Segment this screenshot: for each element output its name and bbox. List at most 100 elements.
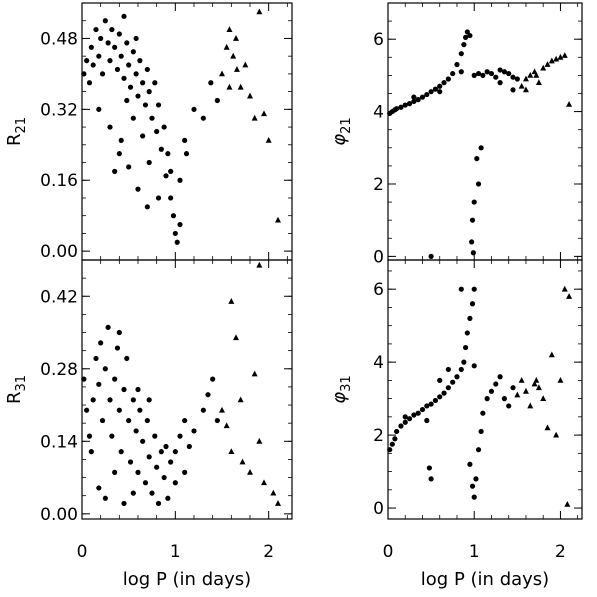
x-tick-label: 0	[77, 542, 88, 562]
data-point-circle	[124, 40, 130, 46]
data-point-circle	[497, 374, 503, 380]
data-point-circle	[146, 159, 152, 166]
data-point-circle	[93, 26, 99, 33]
data-point-circle	[84, 58, 90, 64]
data-point-circle	[112, 469, 118, 475]
y-tick-label: 2	[373, 175, 384, 195]
data-point-circle	[135, 469, 141, 475]
data-point-circle	[90, 397, 96, 403]
data-point-circle	[475, 447, 482, 453]
data-point-circle	[445, 366, 451, 373]
data-point-triangle	[561, 285, 568, 292]
data-point-circle	[464, 29, 470, 35]
data-point-circle	[112, 44, 118, 50]
data-point-circle	[458, 51, 464, 57]
panel-2: 0.00 0.14 0.28 0.42 0 1 2 log P (in days) R31	[4, 259, 293, 590]
y-tick-label: 2	[373, 426, 384, 446]
data-point-circle	[146, 454, 152, 460]
data-point-triangle	[219, 406, 225, 413]
y-tick-label: 4	[373, 353, 384, 373]
data-point-triangle	[226, 83, 233, 90]
data-point-triangle	[544, 61, 551, 67]
data-point-circle	[415, 410, 421, 416]
data-point-circle	[99, 417, 106, 424]
data-point-circle	[467, 315, 473, 321]
data-point-circle	[149, 490, 155, 496]
data-point-circle	[154, 128, 160, 135]
data-point-circle	[506, 70, 512, 77]
data-point-circle	[127, 459, 134, 465]
data-point-circle	[177, 433, 183, 439]
data-point-circle	[471, 72, 477, 78]
data-point-circle	[474, 156, 480, 162]
data-point-triangle	[223, 43, 230, 50]
y-axis-label: R21	[4, 117, 29, 146]
data-point-circle	[118, 137, 124, 143]
data-point-circle	[177, 221, 183, 228]
data-point-triangle	[261, 110, 267, 117]
data-point-circle	[493, 381, 499, 387]
data-point-circle	[480, 72, 486, 78]
data-point-circle	[210, 376, 216, 382]
data-point-circle	[437, 394, 443, 400]
data-point-circle	[445, 385, 451, 391]
data-point-circle	[130, 115, 136, 121]
y-tick-label: 0	[373, 499, 384, 519]
data-point-circle	[428, 253, 434, 259]
data-point-triangle	[548, 57, 555, 64]
data-point-circle	[99, 71, 106, 77]
data-point-circle	[441, 80, 447, 86]
data-point-circle	[182, 417, 188, 424]
data-point-circle	[130, 490, 136, 496]
y-tick-label: 0.00	[40, 505, 78, 525]
data-point-circle	[432, 86, 439, 92]
data-point-triangle	[533, 376, 540, 383]
data-point-circle	[191, 106, 197, 112]
data-point-circle	[96, 381, 102, 387]
data-point-circle	[90, 62, 96, 68]
data-point-circle	[182, 469, 188, 475]
y-axis-label: φ31	[329, 375, 354, 403]
data-point-triangle	[535, 79, 542, 86]
data-point-circle	[471, 199, 477, 205]
data-point-triangle	[239, 458, 246, 465]
x-tick-label: 0	[383, 542, 394, 562]
y-tick-label: 0	[373, 247, 384, 267]
data-point-circle	[86, 80, 93, 86]
data-point-circle	[96, 106, 102, 112]
y-axis-label-base: φ	[329, 392, 350, 404]
data-point-circle	[137, 407, 143, 413]
data-point-circle	[154, 464, 160, 470]
data-point-circle	[469, 483, 476, 489]
data-point-circle	[467, 32, 473, 39]
data-point-circle	[93, 355, 99, 362]
y-axis-label-sub: 31	[14, 375, 29, 392]
data-point-circle	[155, 500, 162, 507]
data-point-circle	[172, 230, 178, 237]
data-point-circle	[107, 124, 113, 130]
data-point-circle	[135, 186, 141, 192]
data-point-circle	[471, 363, 477, 369]
panel-1: 0 2 4 6 φ21	[329, 2, 583, 267]
data-point-triangle	[522, 387, 529, 394]
data-point-circle	[121, 13, 127, 19]
data-point-circle	[126, 417, 132, 424]
data-point-circle	[411, 412, 417, 418]
y-tick-label: 0.48	[40, 29, 78, 49]
data-point-circle	[445, 76, 451, 82]
data-point-triangle	[228, 298, 235, 304]
data-point-triangle	[540, 64, 547, 71]
data-point-circle	[458, 69, 464, 75]
data-point-circle	[402, 102, 408, 108]
data-point-circle	[168, 168, 174, 174]
y-tick-label: 0.42	[40, 287, 78, 307]
data-point-circle	[458, 286, 464, 292]
data-point-triangle	[261, 479, 267, 486]
data-point-circle	[170, 213, 177, 219]
data-point-circle	[161, 124, 167, 130]
data-point-circle	[432, 397, 439, 404]
data-point-circle	[411, 94, 417, 100]
data-point-circle	[398, 423, 404, 429]
data-point-triangle	[230, 52, 237, 59]
